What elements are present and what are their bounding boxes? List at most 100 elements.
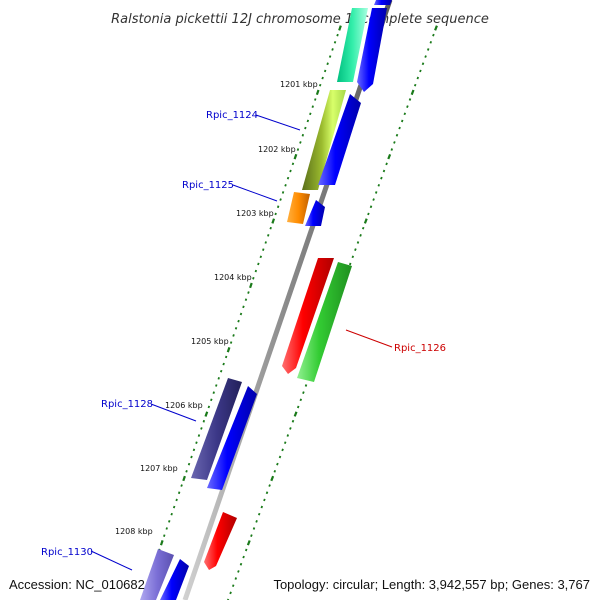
gene-feature[interactable]: [318, 94, 361, 185]
tick-mark-minor: [281, 191, 285, 194]
tick-mark-minor: [177, 491, 181, 495]
tick-mark-major: [338, 25, 342, 31]
tick-mark-minor: [252, 276, 255, 280]
tick-mark-minor: [416, 76, 420, 80]
tick-mark-minor: [413, 83, 417, 87]
tick-mark-minor: [229, 341, 233, 344]
gene-label-rpic-1128[interactable]: Rpic_1128: [101, 399, 153, 410]
tick-mark-minor: [356, 241, 360, 244]
tick-mark-minor: [429, 40, 433, 44]
tick-mark-minor: [268, 484, 271, 487]
gene-feature[interactable]: [207, 386, 257, 490]
tick-label: 1206 kbp: [165, 401, 203, 410]
tick-mark-minor: [229, 591, 232, 595]
tick-mark-minor: [424, 55, 427, 58]
chromosome-backbone: [182, 0, 393, 600]
tick-mark-minor: [269, 226, 272, 230]
gene-feature[interactable]: [305, 200, 325, 226]
gene-label-rpic-1125[interactable]: Rpic_1125: [182, 180, 234, 191]
tick-mark-minor: [247, 291, 250, 294]
tick-mark-minor: [304, 126, 307, 130]
tick-mark-minor: [187, 462, 191, 466]
tick-mark-minor: [255, 519, 258, 523]
tick-label: 1205 kbp: [191, 337, 229, 346]
tick-mark-minor: [400, 119, 404, 123]
tick-mark-minor: [374, 191, 378, 194]
tick-mark-minor: [328, 55, 332, 58]
gene-feature[interactable]: [337, 8, 368, 82]
tick-mark-minor: [267, 234, 270, 237]
tick-mark-minor: [257, 512, 261, 516]
tick-mark-minor: [242, 555, 245, 559]
tick-mark-major: [271, 218, 276, 224]
tick-mark-minor: [284, 184, 287, 187]
tick-mark-minor: [197, 434, 201, 437]
tick-mark-minor: [333, 41, 337, 44]
gene-rpic-1126[interactable]: [297, 262, 352, 382]
tick-mark-minor: [190, 455, 193, 459]
tick-mark-minor: [299, 398, 303, 402]
tick-mark-major: [387, 153, 392, 160]
tick-mark-minor: [306, 119, 310, 123]
tick-mark-minor: [210, 398, 213, 402]
tick-mark-minor: [175, 498, 178, 502]
tick-mark-minor: [259, 255, 263, 259]
tick-mark-minor: [309, 112, 312, 116]
tick-mark-minor: [239, 312, 243, 316]
tick-mark-minor: [207, 405, 211, 409]
tick-mark-major: [410, 89, 415, 96]
tick-mark-minor: [265, 491, 269, 495]
tick-mark-minor: [393, 141, 396, 144]
tick-mark-minor: [390, 148, 394, 151]
tick-mark-minor: [244, 298, 248, 301]
tick-mark-minor: [242, 305, 245, 309]
gene-feature[interactable]: [282, 258, 334, 374]
tick-mark-minor: [185, 470, 188, 473]
tick-mark-minor: [279, 198, 282, 201]
accession-text: Accession: NC_010682: [9, 577, 145, 592]
tick-mark-minor: [252, 527, 256, 530]
map-title: Ralstonia pickettii 12J chromosome 1, co…: [111, 12, 489, 27]
tick-mark-minor: [369, 205, 373, 209]
tick-mark-minor: [408, 98, 412, 101]
gene-rpic-1125[interactable]: [287, 192, 310, 224]
tick-mark-minor: [273, 469, 277, 473]
gene-rpic-1130[interactable]: [140, 549, 174, 600]
tick-mark-minor: [217, 377, 220, 380]
tick-mark-minor: [380, 176, 383, 180]
tick-mark-minor: [326, 62, 329, 66]
tick-mark-minor: [224, 355, 228, 359]
gene-label-rpic-1124[interactable]: Rpic_1124: [206, 110, 258, 121]
tick-mark-minor: [202, 419, 206, 423]
gene-feature[interactable]: [160, 559, 189, 600]
gene-feature[interactable]: [204, 512, 237, 570]
leader-line: [90, 550, 133, 571]
tick-mark-minor: [237, 570, 240, 573]
tick-mark-minor: [291, 419, 295, 423]
tick-mark-minor: [200, 427, 203, 430]
gene-feature[interactable]: [357, 8, 387, 92]
leader-line: [232, 184, 278, 202]
gene-label-rpic-1130[interactable]: Rpic_1130: [41, 547, 93, 558]
tick-mark-minor: [239, 562, 243, 566]
tick-mark-major: [434, 25, 438, 31]
gene-feature[interactable]: [374, 0, 392, 5]
gene-label-rpic-1126[interactable]: Rpic_1126: [394, 343, 446, 354]
tick-mark-minor: [283, 441, 287, 445]
tick-label: 1204 kbp: [214, 273, 252, 282]
tick-mark-minor: [398, 126, 401, 130]
tick-mark-minor: [172, 505, 176, 509]
tick-mark-minor: [257, 262, 260, 266]
tick-mark-minor: [215, 384, 218, 387]
tick-mark-minor: [180, 484, 183, 487]
tick-mark-minor: [264, 241, 267, 244]
gene-rpic-1124[interactable]: [302, 90, 346, 190]
tick-mark-minor: [281, 448, 284, 452]
gene-rpic-1128[interactable]: [191, 378, 242, 480]
tick-mark-major: [270, 475, 275, 482]
tick-mark-minor: [348, 262, 352, 266]
tick-mark-minor: [419, 69, 422, 73]
tick-mark-minor: [321, 76, 324, 80]
tick-mark-minor: [260, 505, 264, 509]
